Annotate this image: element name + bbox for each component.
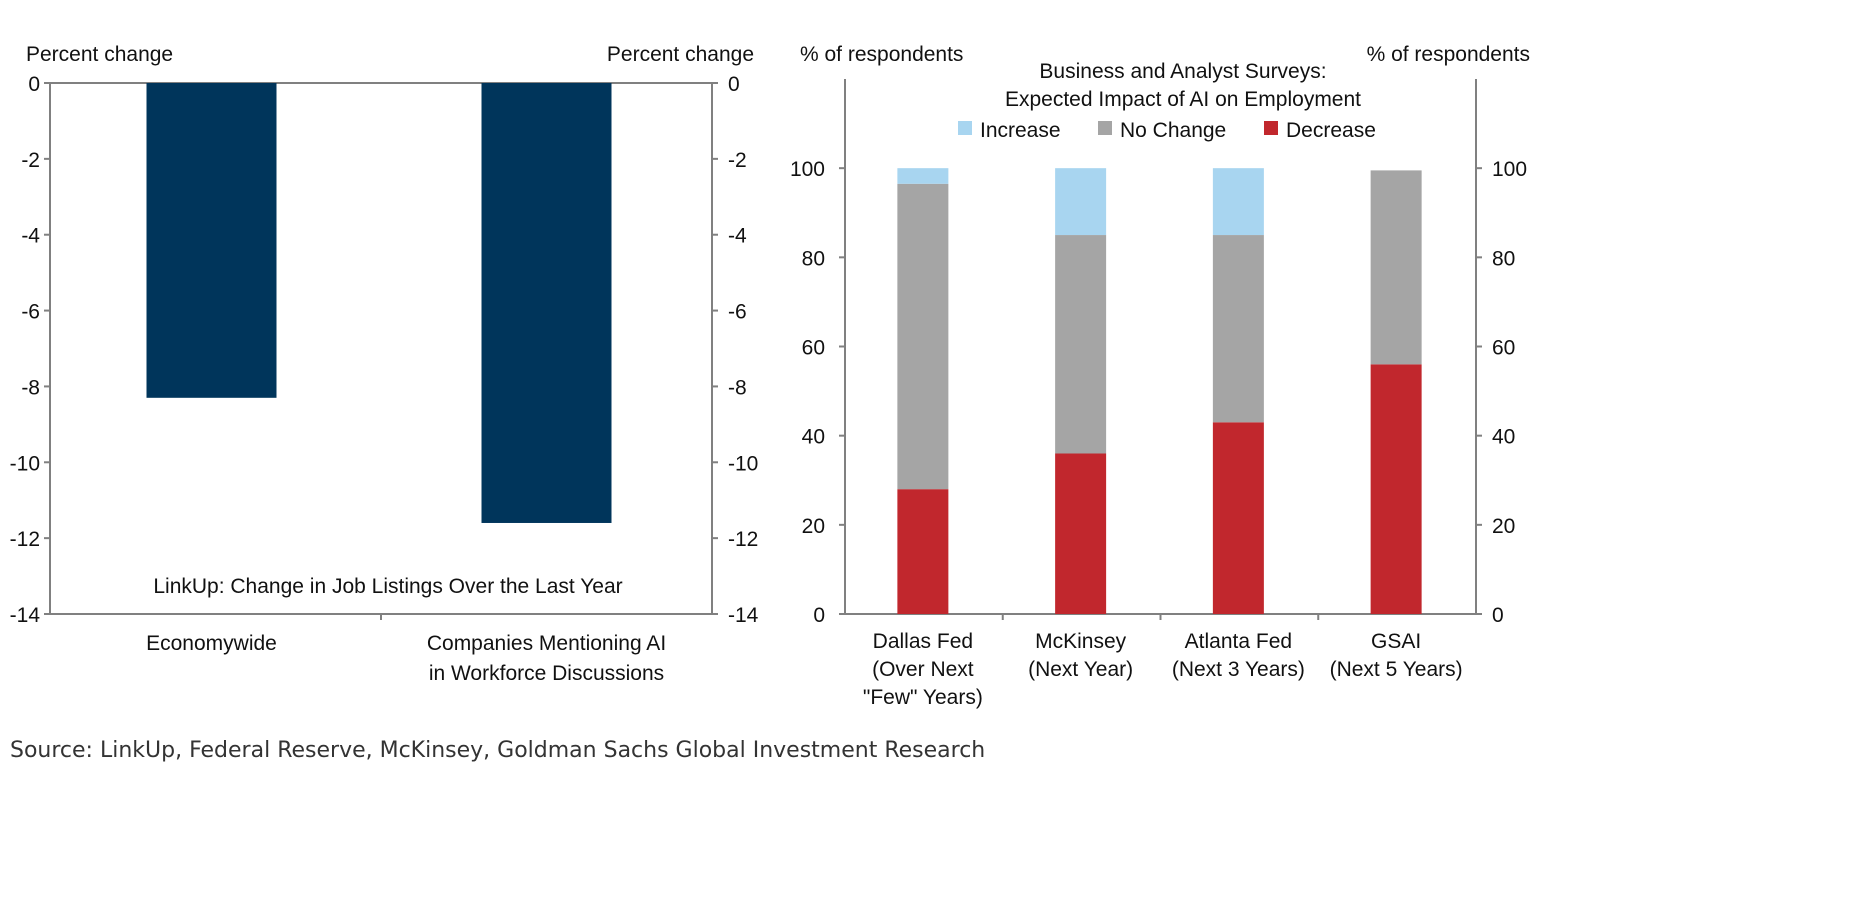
legend-label: Increase [980, 119, 1061, 142]
x-tick-label: (Next 5 Years) [1330, 658, 1463, 681]
y-tick-label: 40 [802, 426, 825, 449]
y-axis-title-left: % of respondents [800, 43, 963, 66]
y-tick-label-right: 20 [1492, 515, 1515, 538]
y-tick-label: 80 [802, 247, 825, 270]
x-tick-label: GSAI [1371, 630, 1421, 653]
bar-0 [146, 83, 277, 398]
y-tick-label-right: -6 [728, 301, 747, 324]
y-tick-label: 100 [790, 158, 825, 181]
bar-decrease-0 [897, 489, 949, 614]
legend-swatch-decrease [1264, 121, 1278, 135]
bar-decrease-2 [1212, 422, 1264, 614]
y-axis-title-right: % of respondents [1367, 43, 1530, 66]
x-tick-label: McKinsey [1035, 630, 1127, 653]
x-tick-label: "Few" Years) [863, 686, 983, 709]
y-tick-label: 0 [813, 604, 825, 627]
y-tick-label: -12 [10, 528, 40, 551]
x-tick-label: Economywide [146, 632, 277, 655]
y-tick-label-right: -2 [728, 149, 747, 172]
y-tick-label-right: 80 [1492, 247, 1515, 270]
source-note: Source: LinkUp, Federal Reserve, McKinse… [10, 738, 986, 763]
y-tick-label: -6 [21, 301, 40, 324]
bar-1 [481, 83, 612, 523]
x-tick-label: Companies Mentioning AI [427, 632, 666, 655]
bar-no-change-1 [1055, 235, 1107, 454]
x-tick-label: (Over Next [872, 658, 974, 681]
legend-label: No Change [1120, 119, 1226, 142]
legend-swatch-increase [958, 121, 972, 135]
y-axis-title-right: Percent change [607, 43, 754, 66]
chart-title: Expected Impact of AI on Employment [1005, 88, 1361, 111]
y-tick-label: -8 [21, 376, 40, 399]
y-tick-label-right: -12 [728, 528, 758, 551]
x-tick-label: (Next 3 Years) [1172, 658, 1305, 681]
x-tick-label: in Workforce Discussions [429, 662, 664, 685]
bar-no-change-2 [1212, 235, 1264, 423]
y-tick-label: -14 [10, 604, 41, 627]
y-tick-label-right: 100 [1492, 158, 1527, 181]
bar-decrease-1 [1055, 453, 1107, 614]
y-tick-label: -10 [10, 452, 40, 475]
chart-title: LinkUp: Change in Job Listings Over the … [153, 575, 622, 598]
x-tick-label: Dallas Fed [873, 630, 973, 653]
y-tick-label-right: -4 [728, 225, 747, 248]
y-tick-label: -2 [21, 149, 40, 172]
y-tick-label: 0 [28, 73, 40, 96]
x-tick-label: (Next Year) [1028, 658, 1133, 681]
x-tick-label: Atlanta Fed [1185, 630, 1292, 653]
y-tick-label-right: -10 [728, 452, 758, 475]
y-tick-label-right: 0 [728, 73, 740, 96]
bar-increase-2 [1212, 168, 1264, 236]
bar-decrease-3 [1370, 364, 1422, 614]
bar-no-change-0 [897, 183, 949, 490]
legend-swatch-no-change [1098, 121, 1112, 135]
y-tick-label-right: -14 [728, 604, 759, 627]
y-tick-label-right: 40 [1492, 426, 1515, 449]
bar-increase-1 [1055, 168, 1107, 236]
y-tick-label: 60 [802, 337, 825, 360]
legend-label: Decrease [1286, 119, 1376, 142]
chart-title: Business and Analyst Surveys: [1039, 60, 1326, 83]
y-tick-label-right: 0 [1492, 604, 1504, 627]
bar-no-change-3 [1370, 170, 1422, 365]
bar-increase-0 [897, 168, 949, 184]
y-tick-label-right: -8 [728, 376, 747, 399]
y-axis-title-left: Percent change [26, 43, 173, 66]
y-tick-label-right: 60 [1492, 337, 1515, 360]
y-tick-label: 20 [802, 515, 825, 538]
y-tick-label: -4 [21, 225, 40, 248]
